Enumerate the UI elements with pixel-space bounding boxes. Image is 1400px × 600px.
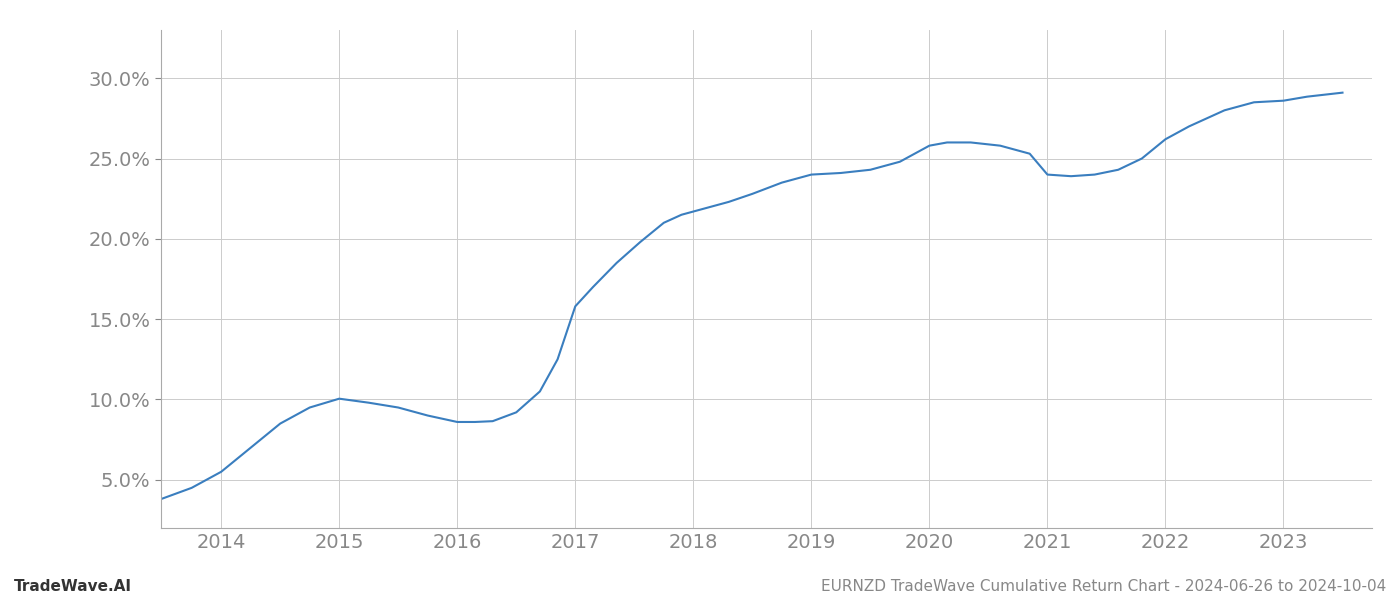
Text: TradeWave.AI: TradeWave.AI — [14, 579, 132, 594]
Text: EURNZD TradeWave Cumulative Return Chart - 2024-06-26 to 2024-10-04: EURNZD TradeWave Cumulative Return Chart… — [820, 579, 1386, 594]
